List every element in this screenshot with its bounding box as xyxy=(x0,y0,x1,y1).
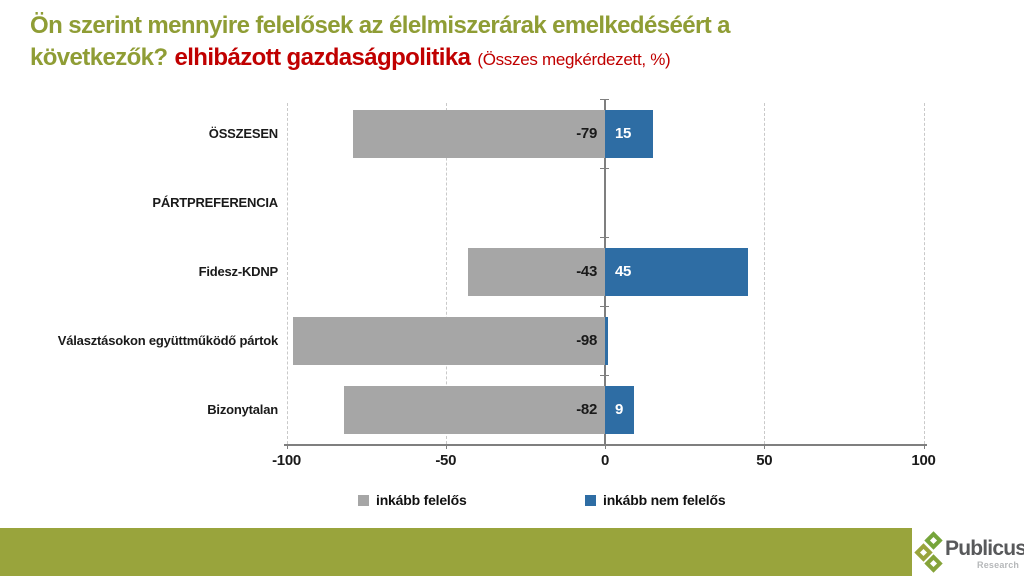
legend-label: inkább nem felelős xyxy=(603,492,726,508)
bar-felelos xyxy=(343,385,605,434)
x-axis-tick xyxy=(923,444,925,449)
bar-nem-felelos xyxy=(605,109,653,158)
bar-value-label: 9 xyxy=(615,400,624,418)
gridline xyxy=(923,103,925,444)
legend-label: inkább felelős xyxy=(376,492,467,508)
category-label: Bizonytalan xyxy=(207,401,278,417)
bar-value-label: -82 xyxy=(576,400,597,418)
x-axis-tick xyxy=(445,444,447,449)
title-note: (Összes megkérdezett, %) xyxy=(477,50,671,69)
bar-value-label: -79 xyxy=(576,124,597,142)
bar-value-label: 15 xyxy=(615,124,632,142)
bar-nem-felelos xyxy=(605,316,609,365)
x-axis-tick xyxy=(605,444,606,449)
publicus-logo: Publicus Research xyxy=(914,529,1024,576)
x-axis-tick-label: 100 xyxy=(911,452,936,469)
title-line2-question: következők? xyxy=(30,44,168,71)
bar-nem-felelos xyxy=(605,385,634,434)
zero-axis-tick xyxy=(600,237,609,238)
legend-swatch-blue xyxy=(585,494,596,506)
legend-item-felelos: inkább felelős xyxy=(358,492,467,508)
title-line1: Ön szerint mennyire felelősek az élelmis… xyxy=(30,12,731,39)
brand-name: Publicus xyxy=(945,537,1024,560)
title-topic: elhibázott gazdaságpolitika xyxy=(174,44,471,71)
x-axis-tick xyxy=(764,444,766,449)
bar-felelos xyxy=(468,247,605,296)
x-axis-tick xyxy=(286,444,288,449)
gridline xyxy=(764,103,766,444)
brand-subtitle: Research xyxy=(977,560,1020,570)
bar-felelos xyxy=(353,109,605,158)
gridline xyxy=(286,103,288,444)
bar-value-label: -43 xyxy=(576,262,597,280)
x-axis-tick-label: 0 xyxy=(600,452,610,469)
bar-value-label: -98 xyxy=(576,331,597,349)
zero-axis-tick xyxy=(600,168,609,169)
legend-item-nem-felelos: inkább nem felelős xyxy=(585,492,726,508)
legend-swatch-gray xyxy=(358,494,369,506)
x-axis-tick-label: -50 xyxy=(435,452,457,469)
bar-felelos xyxy=(292,316,605,365)
gridline xyxy=(445,103,447,444)
zero-axis-tick xyxy=(600,99,609,100)
bar-value-label: 45 xyxy=(615,262,632,280)
page-title: Ön szerint mennyire felelősek az élelmis… xyxy=(30,10,990,76)
x-axis-tick-label: 50 xyxy=(756,452,773,469)
category-label: Fidesz-KDNP xyxy=(198,263,279,279)
category-label: PÁRTPREFERENCIA xyxy=(152,194,278,210)
category-label: Választásokon együttműködő pártok xyxy=(57,332,278,348)
x-axis-tick-label: -100 xyxy=(272,452,301,469)
footer-bar xyxy=(0,528,912,576)
bar-nem-felelos xyxy=(605,247,749,296)
category-label: ÖSSZESEN xyxy=(208,125,278,141)
zero-axis-tick xyxy=(600,375,609,376)
zero-axis-tick xyxy=(600,306,609,307)
